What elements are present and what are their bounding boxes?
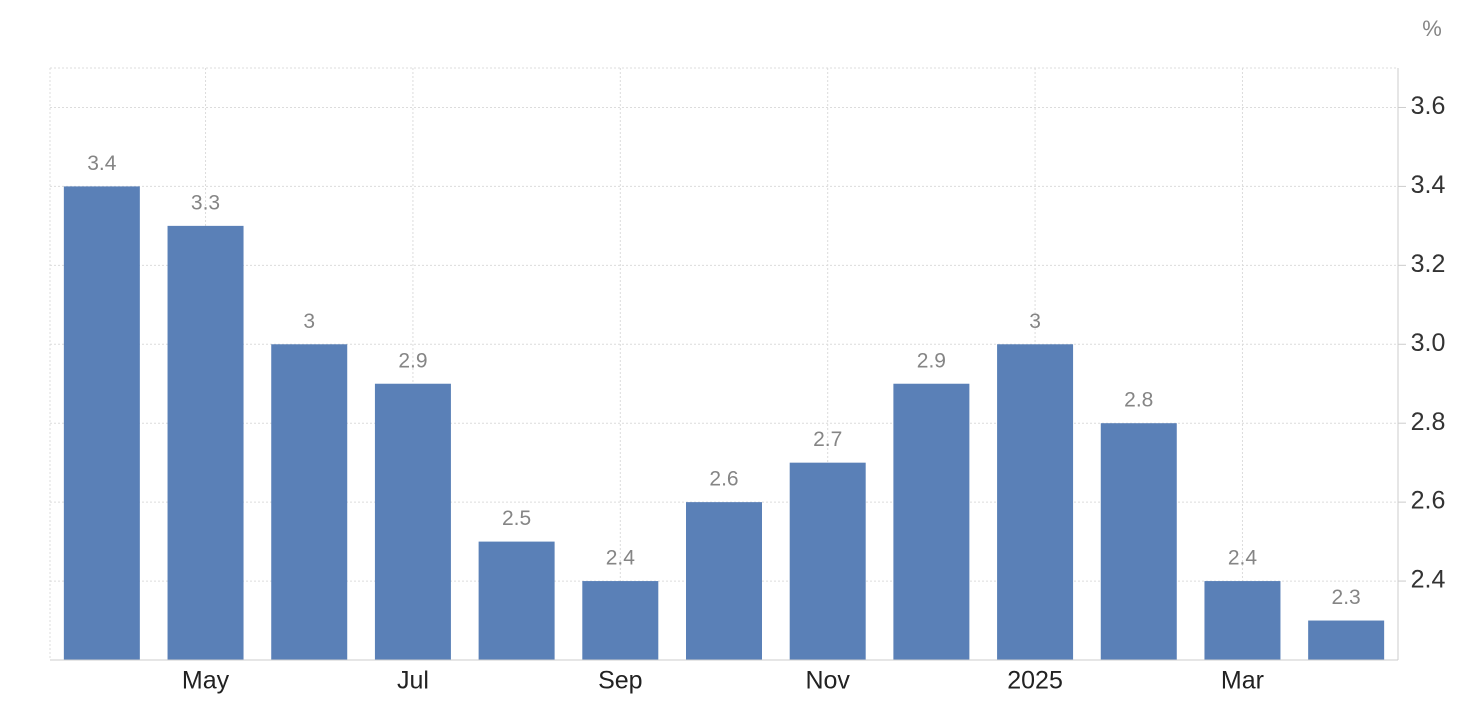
y-tick-label: 3.4 bbox=[1411, 171, 1446, 199]
value-label: 2.7 bbox=[813, 428, 842, 451]
y-tick-label: 3.2 bbox=[1411, 250, 1446, 278]
bar bbox=[582, 581, 659, 660]
bar bbox=[789, 462, 866, 660]
x-tick-label: Jul bbox=[397, 667, 429, 695]
value-label: 3 bbox=[303, 310, 315, 333]
bar bbox=[686, 502, 762, 660]
bar bbox=[167, 225, 244, 660]
y-tick-label: 3.0 bbox=[1411, 329, 1446, 357]
y-tick-label: 2.8 bbox=[1411, 408, 1446, 436]
value-label: 2.5 bbox=[502, 507, 531, 530]
bar bbox=[997, 344, 1074, 660]
unit-label: % bbox=[1422, 16, 1442, 41]
x-tick-label: Nov bbox=[805, 667, 850, 695]
value-label: 2.8 bbox=[1124, 389, 1153, 412]
value-label: 2.4 bbox=[606, 547, 636, 570]
y-tick-label: 3.6 bbox=[1411, 92, 1446, 120]
bar bbox=[1308, 620, 1385, 660]
value-label: 2.6 bbox=[709, 468, 738, 491]
bar bbox=[1204, 581, 1281, 660]
value-label: 2.9 bbox=[917, 349, 946, 372]
x-tick-label: May bbox=[182, 667, 230, 695]
value-label: 2.3 bbox=[1332, 586, 1361, 609]
value-label: 3.3 bbox=[191, 191, 220, 214]
y-tick-label: 2.6 bbox=[1411, 487, 1446, 515]
bar bbox=[893, 383, 970, 660]
bar bbox=[374, 383, 451, 660]
bar bbox=[1100, 423, 1177, 660]
x-tick-label: Mar bbox=[1221, 667, 1264, 695]
y-tick-label: 2.4 bbox=[1411, 566, 1446, 594]
x-tick-label: 2025 bbox=[1007, 667, 1063, 695]
value-label: 2.4 bbox=[1228, 547, 1258, 570]
x-tick-label: Sep bbox=[598, 667, 642, 695]
value-label: 3.4 bbox=[87, 152, 117, 175]
value-label: 3 bbox=[1029, 310, 1041, 333]
value-label: 2.9 bbox=[398, 349, 427, 372]
bar bbox=[63, 186, 140, 660]
bar bbox=[271, 344, 348, 660]
bar bbox=[478, 541, 555, 660]
